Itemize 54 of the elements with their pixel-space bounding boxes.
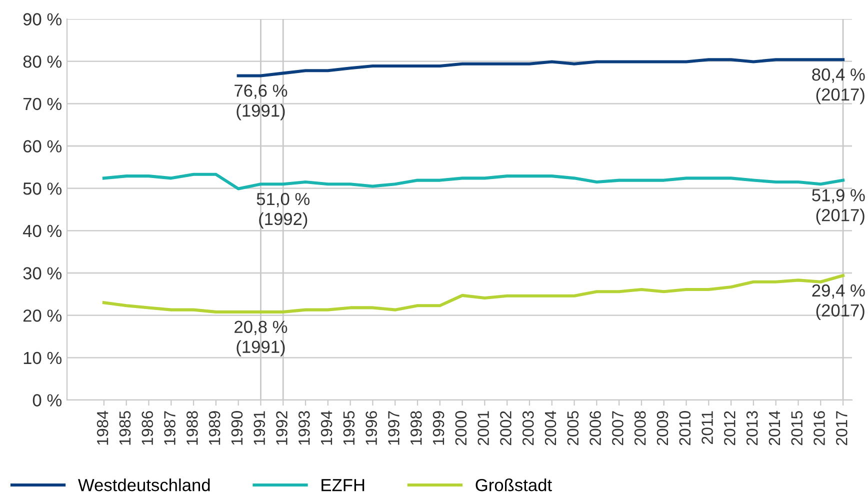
x-tick-label: 1997 (388, 411, 400, 445)
annotation: 29,4 % (2017) (812, 284, 865, 320)
x-tick-label: 2002 (500, 411, 512, 446)
x-tick-label: 1986 (142, 411, 154, 445)
annotation: 80,4 % (2017) (812, 68, 865, 104)
x-tick-label: 2010 (679, 411, 691, 446)
x-tick-label: 2004 (544, 410, 556, 446)
line-series (102, 172, 845, 190)
x-tick-label: 2000 (455, 411, 467, 446)
x-tick-label: 2003 (522, 411, 534, 446)
x-tick-label: 2014 (768, 410, 780, 446)
y-tick-label: 20 % (23, 310, 62, 322)
y-tick-label: 0 % (32, 394, 62, 406)
x-tick-label: 1999 (432, 411, 444, 445)
x-tick-label: 1989 (208, 411, 220, 445)
y-tick-label: 40 % (22, 224, 62, 238)
legend-label: Großstadt (476, 478, 552, 492)
x-tick-label: 2006 (590, 411, 601, 446)
y-tick-label: 60 % (23, 140, 62, 152)
y-tick-label: 90 % (23, 13, 62, 26)
y-tick-label: 70 % (23, 98, 62, 110)
legend-label: Westdeutschland (78, 478, 210, 492)
x-tick-label: 2012 (724, 411, 736, 446)
x-tick-label: 2016 (814, 411, 825, 446)
y-tick-label: 50 % (23, 182, 62, 195)
annotation: 20,8 % (1991) (234, 320, 288, 356)
annotation: 76,6 % (1991) (234, 84, 288, 120)
x-tick-label: 1994 (320, 410, 332, 445)
x-tick-label: 1996 (366, 411, 377, 445)
x-tick-label: 1993 (298, 411, 310, 445)
y-tick-label: 30 % (23, 267, 62, 280)
x-tick-label: 1984 (96, 410, 108, 445)
legend-label: EZFH (322, 479, 364, 492)
x-tick-label: 2015 (791, 411, 803, 446)
x-tick-label: 1992 (276, 411, 288, 445)
y-tick-label: 80 % (23, 56, 62, 68)
x-tick-label: 2001 (478, 411, 489, 446)
x-tick-label: 1998 (410, 411, 422, 445)
x-tick-label: 1985 (119, 411, 131, 445)
x-tick-label: 1990 (231, 411, 243, 445)
x-tick-label: 2007 (612, 411, 624, 446)
x-tick-label: 1988 (186, 411, 198, 445)
x-tick-label: 1995 (343, 411, 355, 445)
annotation: 51,9 % (2017) (812, 189, 865, 225)
x-tick-label: 2011 (702, 411, 713, 444)
x-tick-label: 2009 (656, 411, 668, 446)
x-tick-label: 2013 (746, 411, 758, 446)
x-tick-label: 2005 (567, 411, 579, 446)
x-tick-label: 1991 (254, 411, 266, 445)
x-tick-label: 2017 (836, 411, 848, 446)
x-tick-label: 1987 (164, 411, 176, 445)
x-tick-label: 2008 (634, 411, 646, 446)
y-tick-label: 10 % (24, 352, 62, 364)
annotation: 51,0 % (1992) (256, 192, 310, 229)
